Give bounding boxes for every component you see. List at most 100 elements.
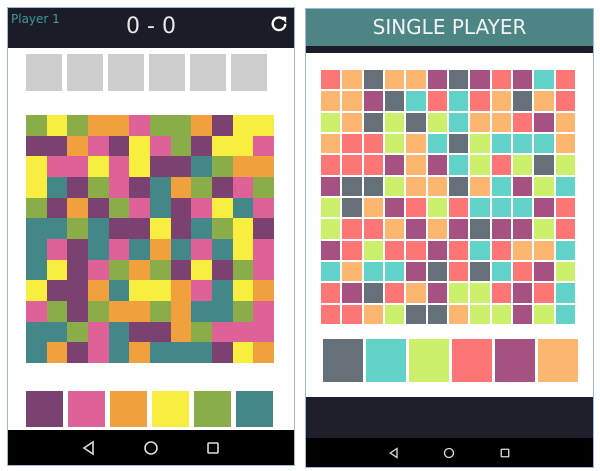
grid-cell	[534, 304, 554, 324]
grid-cell	[108, 259, 130, 281]
grid-cell	[108, 342, 130, 363]
grid-cell	[170, 135, 192, 157]
color-button[interactable]	[194, 391, 231, 427]
grid-cell	[253, 176, 274, 198]
grid-cell	[26, 238, 47, 260]
color-button[interactable]	[538, 339, 578, 382]
grid-cell	[555, 155, 575, 175]
grid-cell	[470, 304, 490, 324]
grid-cell	[491, 176, 511, 196]
grid-cell	[513, 262, 533, 282]
grid-cell	[67, 176, 88, 198]
back-icon[interactable]	[81, 440, 97, 456]
grid-cell	[87, 259, 109, 281]
color-button[interactable]	[152, 391, 189, 427]
grid-cell	[232, 197, 254, 219]
grid-cell	[191, 280, 212, 301]
grid-cell	[449, 240, 469, 260]
color-button[interactable]	[68, 391, 105, 427]
color-button[interactable]	[26, 391, 63, 427]
grid-cell	[534, 283, 554, 303]
color-grid	[26, 115, 274, 363]
grid-cell	[67, 259, 88, 281]
header-divider	[306, 46, 593, 53]
grid-cell	[67, 280, 88, 301]
grid-cell	[406, 176, 426, 196]
grid-cell	[26, 197, 47, 219]
grid-cell	[129, 176, 150, 198]
grid-cell	[253, 115, 274, 136]
grid-cell	[232, 321, 254, 343]
grid-cell	[211, 156, 233, 177]
grid-cell	[253, 135, 274, 157]
color-button[interactable]	[409, 339, 449, 382]
grid-cell	[26, 218, 47, 239]
grid-cell	[555, 91, 575, 111]
recents-icon[interactable]	[205, 440, 221, 456]
grid-cell	[449, 198, 469, 218]
grid-cell	[191, 238, 212, 260]
grid-cell	[491, 112, 511, 132]
grid-cell	[149, 300, 171, 322]
back-icon[interactable]	[388, 446, 400, 459]
sequence-slot	[231, 54, 267, 91]
grid-cell	[149, 280, 171, 301]
grid-cell	[385, 283, 405, 303]
grid-cell	[513, 283, 533, 303]
grid-cell	[513, 112, 533, 132]
grid-cell	[46, 342, 68, 363]
grid-cell	[170, 259, 192, 281]
refresh-icon[interactable]	[270, 14, 288, 32]
color-button[interactable]	[495, 339, 535, 382]
grid-cell	[363, 112, 383, 132]
player-label: Player 1	[11, 12, 60, 26]
grid-cell	[363, 304, 383, 324]
grid-cell	[406, 91, 426, 111]
grid-cell	[427, 176, 447, 196]
grid-cell	[87, 156, 109, 177]
grid-cell	[555, 240, 575, 260]
grid-cell	[253, 218, 274, 239]
grid-cell	[108, 280, 130, 301]
color-button[interactable]	[323, 339, 363, 382]
grid-cell	[149, 197, 171, 219]
grid-cell	[191, 218, 212, 239]
grid-cell	[342, 70, 362, 90]
grid-cell	[149, 259, 171, 281]
grid-cell	[342, 112, 362, 132]
grid-cell	[191, 259, 212, 281]
grid-cell	[232, 218, 254, 239]
grid-cell	[491, 283, 511, 303]
grid-cell	[232, 115, 254, 136]
grid-cell	[129, 300, 150, 322]
grid-cell	[491, 304, 511, 324]
color-button[interactable]	[452, 339, 492, 382]
home-icon[interactable]	[143, 440, 159, 456]
page-title: SINGLE PLAYER	[306, 9, 593, 46]
sequence-slot	[190, 54, 226, 91]
grid-cell	[555, 198, 575, 218]
grid-cell	[191, 197, 212, 219]
color-button[interactable]	[110, 391, 147, 427]
grid-cell	[170, 115, 192, 136]
grid-cell	[87, 280, 109, 301]
color-button[interactable]	[366, 339, 406, 382]
grid-cell	[427, 304, 447, 324]
grid-cell	[211, 176, 233, 198]
grid-cell	[470, 240, 490, 260]
grid-cell	[232, 342, 254, 363]
grid-cell	[385, 176, 405, 196]
grid-cell	[385, 304, 405, 324]
grid-cell	[232, 238, 254, 260]
grid-cell	[67, 238, 88, 260]
home-icon[interactable]	[443, 447, 455, 459]
color-button[interactable]	[236, 391, 273, 427]
grid-cell	[491, 198, 511, 218]
recents-icon[interactable]	[499, 447, 511, 459]
grid-cell	[470, 262, 490, 282]
grid-cell	[449, 134, 469, 154]
grid-cell	[87, 238, 109, 260]
grid-cell	[534, 134, 554, 154]
android-nav-bar	[306, 438, 593, 467]
grid-cell	[406, 112, 426, 132]
